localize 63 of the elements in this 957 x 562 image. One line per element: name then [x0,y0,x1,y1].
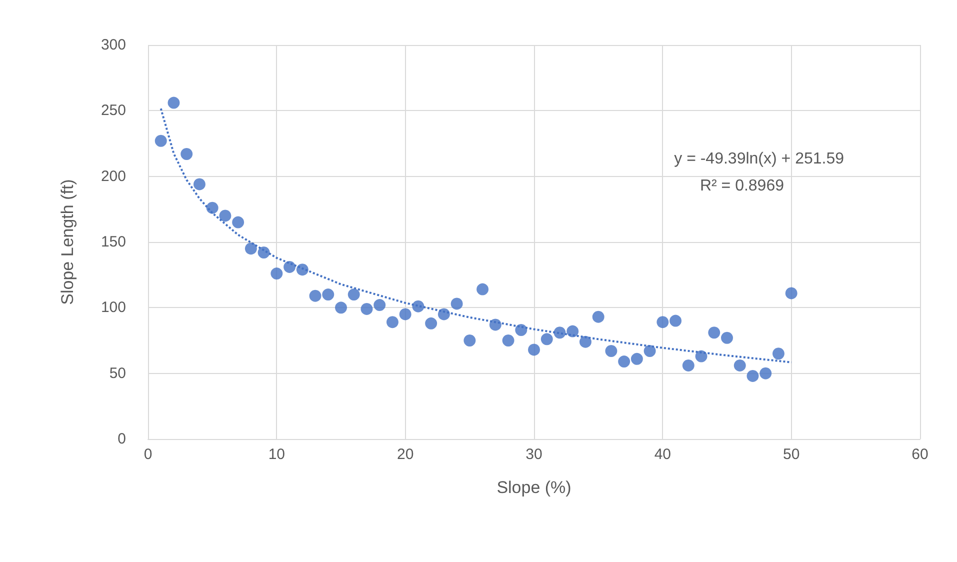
y-tick-label: 200 [100,168,126,185]
point [579,336,592,348]
point [258,246,270,259]
point [734,359,746,372]
x-tick-label: 30 [526,446,542,463]
point [540,333,553,346]
x-tick-label: 0 [144,446,152,463]
point [284,260,296,273]
point [515,324,528,336]
point [219,210,232,222]
point [644,345,656,358]
point [335,302,347,314]
point [695,350,708,362]
x-axis-title: Slope (%) [496,478,572,497]
y-axis-title: Slope Length (ft) [58,179,77,305]
point [605,345,618,358]
point [502,334,514,346]
point [785,287,798,300]
x-tick-label: 10 [268,446,286,463]
point [348,288,360,301]
point [746,370,759,382]
point [450,298,463,310]
point [425,317,438,330]
point [760,367,772,380]
point [206,202,218,214]
point [630,352,643,365]
point [708,326,720,339]
point [386,316,398,328]
x-tick-label: 20 [396,446,414,463]
x-tick-label: 40 [654,446,672,463]
point [360,302,373,315]
y-tick-label: 50 [109,364,126,382]
point [670,314,682,327]
point [528,344,540,356]
point [270,268,283,280]
point [374,299,386,312]
point [566,325,579,338]
x-tick-label: 60 [912,446,928,463]
point [193,178,206,190]
point [772,348,784,360]
x-tick-label: 50 [782,446,800,463]
y-tick-label: 100 [100,299,126,316]
point [682,359,694,372]
point [721,332,733,344]
point [656,316,669,328]
point [476,283,489,296]
point [322,288,334,301]
point [168,96,180,109]
y-tick-label: 0 [118,430,126,448]
point [232,216,244,228]
point [180,148,193,160]
point [309,290,322,302]
y-tick-label: 250 [100,102,126,120]
y-tick-label: 150 [100,234,126,250]
point [592,310,604,323]
point [244,242,257,255]
annotation: R² = 0.8969 [700,178,784,194]
annotation: y = -49.39ln(x) + 251.59 [674,150,844,168]
point [618,356,630,368]
point [464,334,476,346]
point [154,134,167,147]
y-tick-label: 300 [100,36,126,54]
point [399,308,412,320]
